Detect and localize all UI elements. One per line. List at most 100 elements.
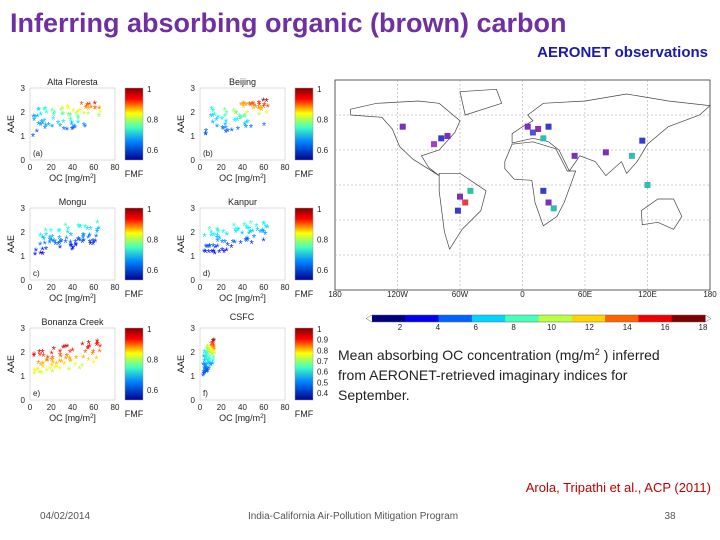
scatter-point: * [33, 112, 38, 124]
map-cell [545, 199, 552, 206]
scatter-point: * [207, 243, 212, 255]
colorbar-label: FMF [295, 409, 314, 419]
scatter-point: * [212, 249, 217, 261]
y-tick-label: 0 [191, 396, 196, 405]
scatter-point: * [71, 124, 76, 136]
y-tick-label: 1 [191, 372, 196, 381]
panel-letter: d) [203, 269, 210, 278]
scatter-point: * [68, 110, 73, 122]
scatter-point: * [207, 354, 212, 366]
panel-letter: (a) [33, 149, 43, 158]
scatter-point: * [213, 243, 218, 255]
scatter-point: * [63, 342, 68, 354]
x-tick-label: 60 [89, 163, 98, 172]
scatter-point: * [50, 233, 55, 245]
scatter-point: * [88, 239, 93, 251]
scatter-point: * [52, 344, 57, 356]
scatter-point: * [42, 105, 47, 117]
scatter-point: * [224, 109, 229, 121]
site-label: Kanpur [228, 197, 257, 207]
scatter-point: * [259, 105, 264, 117]
scatter-point: * [68, 356, 73, 368]
scatter-point: * [40, 233, 45, 245]
scatter-point: * [66, 225, 71, 237]
scatter-point: * [36, 119, 41, 131]
scatter-point: * [59, 237, 64, 249]
x-axis-label: OC [mg/m2] [49, 293, 96, 303]
scatter-point: * [250, 227, 255, 239]
scatter-point: * [243, 112, 248, 124]
scatter-point: * [216, 113, 221, 125]
scatter-point: * [67, 354, 72, 366]
scatter-point: * [220, 115, 225, 127]
scatter-point: * [231, 237, 236, 249]
scatter-point: * [50, 354, 55, 366]
scatter-point: * [215, 231, 220, 243]
scatter-point: * [50, 122, 55, 134]
map-cell [535, 126, 542, 132]
scatter-point: * [76, 221, 81, 233]
x-label-sup: 2 [260, 294, 264, 300]
scatter-point: * [76, 112, 81, 124]
scatter-point: * [202, 364, 207, 376]
scatter-point: * [61, 343, 66, 355]
colorbar [294, 207, 314, 281]
colorbar-tick-label: 1 [317, 85, 322, 94]
colorbar-tick-label: 0.8 [147, 355, 159, 364]
scatter-point: * [244, 122, 249, 134]
x-label-text: ] [263, 413, 266, 423]
x-tick-label: 0 [28, 163, 33, 172]
scatter-point: * [255, 226, 260, 238]
y-tick-label: 3 [191, 84, 196, 93]
scatter-point: * [220, 245, 225, 257]
scatter-point: * [245, 224, 250, 236]
scatter-point: * [203, 352, 208, 364]
scatter-point: * [86, 233, 91, 245]
scatter-point: * [45, 356, 50, 368]
map-colorbar-tick-label: 8 [511, 323, 516, 332]
scatter-point: * [32, 369, 37, 381]
lon-tick-label: 120W [387, 290, 408, 299]
scatter-point: * [95, 337, 100, 349]
x-tick-label: 0 [198, 283, 203, 292]
scatter-point: * [206, 358, 211, 370]
scatter-point: * [202, 369, 207, 381]
scatter-point: * [37, 348, 42, 360]
scatter-point: * [82, 109, 87, 121]
scatter-point: * [210, 350, 215, 362]
x-label-sup: 2 [90, 294, 94, 300]
scatter-point: * [223, 120, 228, 132]
y-tick-label: 0 [21, 276, 26, 285]
x-label-sup: 2 [90, 174, 94, 180]
scatter-point: * [50, 361, 55, 373]
scatter-point: * [210, 342, 215, 354]
plot-frame [199, 327, 286, 401]
scatter-point: * [83, 222, 88, 234]
caption-line: from AERONET-retrieved imaginary indices… [338, 367, 628, 383]
map-colorbar-segment [505, 315, 539, 322]
colorbar-tick-label: 0.5 [317, 378, 329, 387]
scatter-point: * [34, 246, 39, 258]
map-colorbar-tick-label: 12 [585, 323, 594, 332]
scatter-point: * [234, 109, 239, 121]
scatter-point: * [53, 239, 58, 251]
scatter-point: * [53, 108, 58, 120]
x-label-text: OC [mg/m [219, 413, 260, 423]
map-cell [628, 152, 635, 159]
colorbar-tick-label: 0.6 [317, 368, 329, 377]
scatter-point: * [261, 96, 266, 108]
scatter-point: * [207, 358, 212, 370]
scatter-point: * [239, 114, 244, 126]
scatter-point: * [261, 236, 266, 248]
scatter-point: * [53, 237, 58, 249]
scatter-point: * [31, 131, 36, 143]
scatter-point: * [256, 104, 261, 116]
scatter-point: * [48, 233, 53, 245]
scatter-point: * [243, 120, 248, 132]
y-tick-label: 0 [191, 276, 196, 285]
scatter-point: * [72, 122, 77, 134]
x-tick-label: 60 [89, 403, 98, 412]
x-label-text: ] [263, 173, 266, 183]
scatter-point: * [75, 107, 80, 119]
scatter-point: * [89, 225, 94, 237]
